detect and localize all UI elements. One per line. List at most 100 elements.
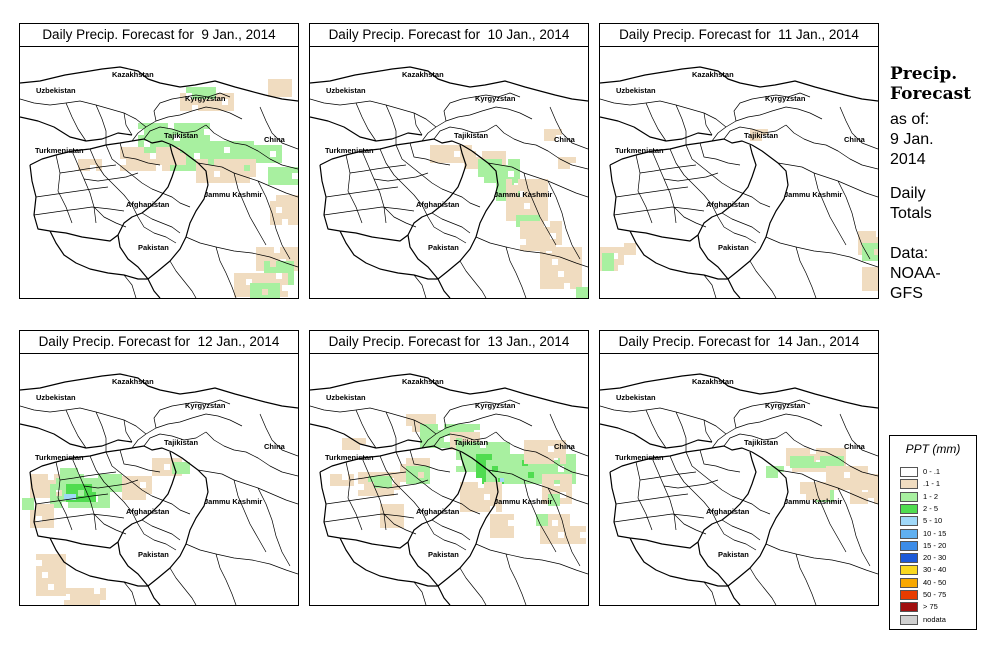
precip-cell [250,289,256,295]
border-line [205,431,298,477]
precip-cell [270,207,276,213]
precip-cell [244,159,250,165]
precip-cell [478,488,484,494]
border-line [645,102,667,142]
precip-cell [530,191,536,197]
precip-cell [496,488,502,494]
border-line [703,274,717,298]
precip-cell [874,279,878,285]
precip-cell [538,239,544,245]
border-line [349,164,407,174]
precip-cell [192,87,198,93]
precip-cell [238,165,244,171]
forecast-panel-day-1: Daily Precip. Forecast for 9 Jan., 2014 … [19,23,299,299]
precip-cell [566,474,572,480]
precip-cell [868,492,874,498]
precip-cell [182,165,188,171]
precip-cell [858,237,864,243]
precip-cell [48,510,54,516]
precip-cell [534,472,540,478]
precip-cell [814,462,820,468]
border-line [635,154,653,224]
precip-cell [138,165,144,171]
precip-cell [858,243,864,249]
border-line [310,405,437,435]
legend-title: PPT (mm) [905,442,961,456]
border-line [639,471,697,481]
precip-cell [862,484,868,490]
precip-cell [850,498,856,504]
precip-cell [530,446,536,452]
precip-cell [568,526,574,532]
precip-cell [570,460,576,466]
border-line [711,204,757,244]
precip-cell [162,135,168,141]
precip-cell [474,448,480,454]
precip-cell [150,129,156,135]
precip-cell [286,247,292,253]
precip-cell [528,478,534,484]
precip-cell [570,277,576,283]
precip-cell [146,488,152,494]
precip-cell [444,430,450,436]
precip-cell [88,588,94,594]
forecast-map: Kazakhstan Uzbekistan Kyrgyzstan Tajikistan… [309,353,589,606]
border-line [169,567,197,605]
precip-cell [512,197,518,203]
precip-cell [516,478,522,484]
precip-cell [264,273,270,279]
precip-cell [80,478,86,484]
precip-cell [206,141,212,147]
precip-cell [42,522,48,528]
precip-cell [292,259,298,265]
precip-cell [536,179,542,185]
map-label-afghanistan: Afghanistan [126,507,170,516]
precip-cell [198,123,204,129]
legend-swatch [900,577,918,588]
precip-cell [210,87,216,93]
precip-cell [82,594,88,600]
precip-cell [580,538,586,544]
border-line [699,449,741,473]
precip-cell [426,424,432,430]
precip-cell [70,588,76,594]
precip-cell [524,191,530,197]
precip-cell [186,87,192,93]
precip-cell [386,476,392,482]
precip-cell [862,474,868,480]
precip-cell [550,239,556,245]
precip-cell [488,151,494,157]
precip-cell [342,438,348,444]
precip-cell [30,510,36,516]
precip-cell [204,93,210,99]
precip-cell [542,197,548,203]
precip-cell [264,261,270,267]
precip-cell [80,502,86,508]
precip-cell [462,460,468,466]
precip-cell [228,99,234,105]
precip-cell [486,460,492,466]
precip-cell [864,237,870,243]
precip-cell [442,151,448,157]
legend-swatch [900,528,918,539]
precip-cell [132,165,138,171]
border-line [20,98,147,128]
precip-cell [180,159,186,165]
precip-cell [824,482,830,488]
border-line [325,186,399,198]
precip-cell [558,259,564,265]
precip-cell [264,157,270,163]
precip-cell [796,462,802,468]
precip-cell [244,177,250,183]
border-line [505,553,527,605]
precip-cell [150,135,156,141]
precip-cell [252,273,258,279]
border-line [505,246,527,298]
precip-cell [192,99,198,105]
border-line [197,469,298,505]
precip-cell [158,464,164,470]
border-line [361,150,387,224]
precip-cell [126,147,132,153]
precip-cell [412,478,418,484]
precip-cell [554,486,560,492]
